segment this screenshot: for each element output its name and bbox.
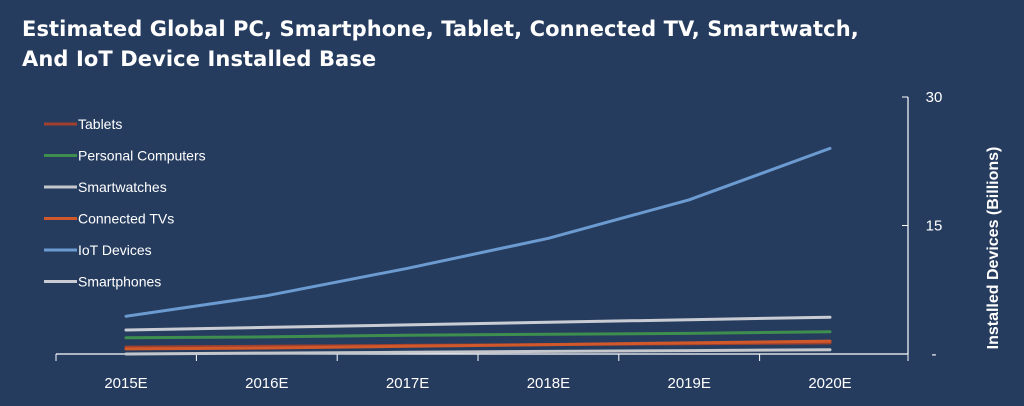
x-tick-label: 2015E bbox=[104, 375, 147, 392]
x-tick-label: 2016E bbox=[245, 375, 288, 392]
legend-label: Tablets bbox=[78, 116, 122, 132]
x-tick-label: 2019E bbox=[668, 375, 711, 392]
y-tick-label: 30 bbox=[926, 89, 943, 106]
legend-label: Connected TVs bbox=[78, 211, 174, 227]
legend-label: IoT Devices bbox=[78, 242, 152, 258]
y-axis-title: Installed Devices (Billions) bbox=[985, 147, 1002, 350]
legend: Tablets Personal Computers Smartwatches Con… bbox=[44, 116, 206, 290]
series-line-iot-devices bbox=[124, 146, 832, 318]
series-line-smartwatches bbox=[124, 348, 832, 356]
x-tick-label: 2018E bbox=[527, 375, 570, 392]
series-line-personal-computers bbox=[124, 330, 832, 340]
series-lines bbox=[124, 146, 832, 356]
x-tick-label: 2020E bbox=[808, 375, 851, 392]
chart-title: Estimated Global PC, Smartphone, Tablet,… bbox=[22, 14, 922, 74]
legend-label: Smartwatches bbox=[78, 179, 167, 195]
legend-label: Personal Computers bbox=[78, 148, 206, 164]
y-tick-label: - bbox=[932, 346, 937, 363]
legend-label: Smartphones bbox=[78, 274, 161, 290]
series-line-smartphones bbox=[124, 315, 832, 332]
y-tick-label: 15 bbox=[926, 218, 943, 235]
x-tick-label: 2017E bbox=[386, 375, 429, 392]
series-line-connected-tvs bbox=[124, 339, 832, 351]
chart-title-line-2: And IoT Device Installed Base bbox=[22, 47, 377, 71]
chart-title-line-1: Estimated Global PC, Smartphone, Tablet,… bbox=[22, 17, 859, 41]
